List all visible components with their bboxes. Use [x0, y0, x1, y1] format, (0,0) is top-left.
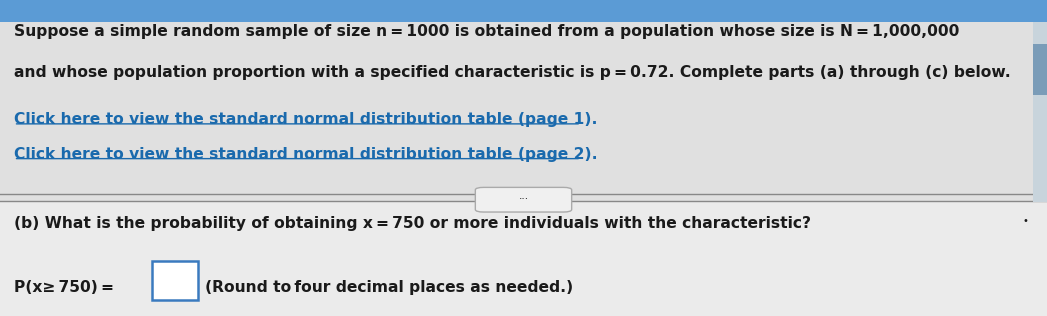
Text: (Round to four decimal places as needed.): (Round to four decimal places as needed.…	[205, 280, 574, 295]
FancyBboxPatch shape	[152, 261, 198, 300]
FancyBboxPatch shape	[0, 202, 1047, 316]
FancyBboxPatch shape	[475, 187, 572, 212]
Text: Click here to view the standard normal distribution table (page 2).: Click here to view the standard normal d…	[14, 147, 597, 162]
Text: P(x≥ 750) =: P(x≥ 750) =	[14, 280, 114, 295]
FancyBboxPatch shape	[1033, 44, 1047, 95]
Text: Click here to view the standard normal distribution table (page 1).: Click here to view the standard normal d…	[14, 112, 597, 127]
FancyBboxPatch shape	[1033, 22, 1047, 202]
Text: ...: ...	[518, 191, 529, 201]
Text: and whose population proportion with a specified characteristic is p = 0.72. Com: and whose population proportion with a s…	[14, 65, 1010, 80]
Text: •: •	[1022, 216, 1028, 227]
Text: Suppose a simple random sample of size n = 1000 is obtained from a population wh: Suppose a simple random sample of size n…	[14, 24, 959, 39]
FancyBboxPatch shape	[0, 0, 1047, 22]
Text: (b) What is the probability of obtaining x = 750 or more individuals with the ch: (b) What is the probability of obtaining…	[14, 216, 810, 231]
